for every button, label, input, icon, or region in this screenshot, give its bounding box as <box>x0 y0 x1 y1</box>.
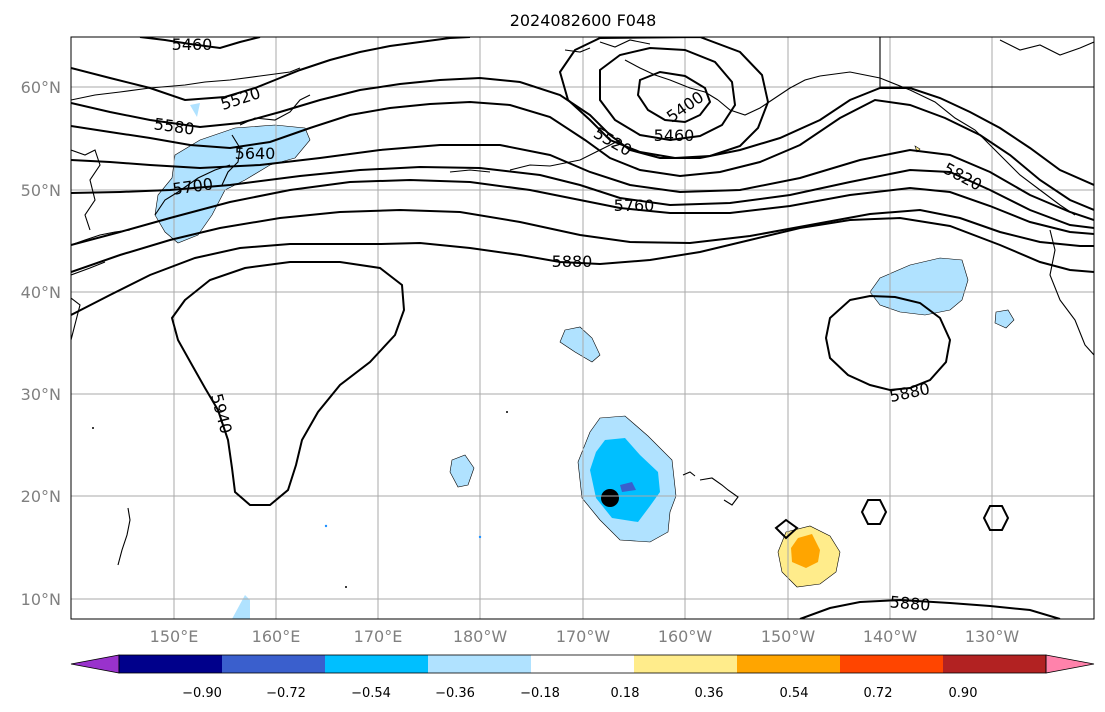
colorbar-tick-label: 0.18 <box>611 686 640 701</box>
lon-label: 170°E <box>354 627 403 646</box>
lon-label: 180°W <box>453 627 508 646</box>
contour-label: 5760 <box>614 196 655 215</box>
colorbar-tick-label: −0.18 <box>520 686 560 701</box>
colorbar-segment <box>840 655 943 673</box>
lon-label: 140°W <box>863 627 918 646</box>
contour-label: 5640 <box>235 144 276 163</box>
colorbar-tick-label: 0.54 <box>780 686 809 701</box>
colorbar-segment <box>634 655 737 673</box>
height-contours <box>71 37 1094 619</box>
coastlines <box>71 37 1094 588</box>
lat-label: 30°N <box>21 385 61 404</box>
contour-label: 5460 <box>172 35 213 54</box>
colorbar-segment <box>943 655 1046 673</box>
colorbar: −0.90 −0.72 −0.54 −0.36 −0.18 0.18 0.36 … <box>70 654 1095 701</box>
lon-label: 170°W <box>556 627 611 646</box>
colorbar-extend-min <box>70 654 120 674</box>
lat-label: 10°N <box>21 590 61 609</box>
colorbar-tick-label: −0.36 <box>435 686 475 701</box>
lon-label: 150°E <box>150 627 199 646</box>
colorbar-segments <box>70 654 1095 674</box>
contour-label: 5880 <box>889 592 931 614</box>
colorbar-extend-max <box>1045 654 1095 674</box>
colorbar-outline <box>118 654 1047 674</box>
contour-label: 5880 <box>888 379 932 406</box>
lat-label: 20°N <box>21 487 61 506</box>
contour-label: 5520 <box>218 83 263 114</box>
contour-label: 5940 <box>207 391 236 435</box>
colorbar-tick-label: −0.54 <box>351 686 391 701</box>
contour-label: 5580 <box>153 114 196 138</box>
colorbar-segment <box>119 655 222 673</box>
lat-label: 40°N <box>21 283 61 302</box>
latitude-labels: 60°N 50°N 40°N 30°N 20°N 10°N <box>21 78 61 609</box>
contour-label: 5460 <box>654 126 695 145</box>
lat-label: 60°N <box>21 78 61 97</box>
colorbar-tick-label: −0.72 <box>266 686 306 701</box>
colorbar-segment <box>428 655 531 673</box>
map-frame <box>70 36 1095 620</box>
colorbar-tick-label: −0.90 <box>182 686 222 701</box>
longitude-labels: 150°E 160°E 170°E 180°W 170°W 160°W 150°… <box>150 627 1020 646</box>
contour-labels: 5460 5520 5580 5640 5700 5400 5520 5460 … <box>153 35 985 615</box>
lon-label: 160°W <box>658 627 713 646</box>
colorbar-ticks: −0.90 −0.72 −0.54 −0.36 −0.18 0.18 0.36 … <box>182 686 977 701</box>
contour-label: 5880 <box>552 252 593 271</box>
anomaly-shading <box>154 103 1015 619</box>
colorbar-tick-label: 0.72 <box>864 686 893 701</box>
colorbar-segment <box>737 655 840 673</box>
colorbar-tick-label: 0.36 <box>695 686 724 701</box>
map-area: 5460 5520 5580 5640 5700 5400 5520 5460 … <box>71 35 1094 619</box>
colorbar-segment <box>531 655 634 673</box>
colorbar-tick-label: 0.90 <box>949 686 978 701</box>
contour-label: 5820 <box>940 159 985 195</box>
colorbar-segment <box>325 655 428 673</box>
map-title: 2024082600 F048 <box>510 11 657 30</box>
lon-label: 150°W <box>761 627 816 646</box>
lon-label: 160°E <box>252 627 301 646</box>
lon-label: 130°W <box>965 627 1020 646</box>
colorbar-segment <box>222 655 325 673</box>
lat-label: 50°N <box>21 181 61 200</box>
